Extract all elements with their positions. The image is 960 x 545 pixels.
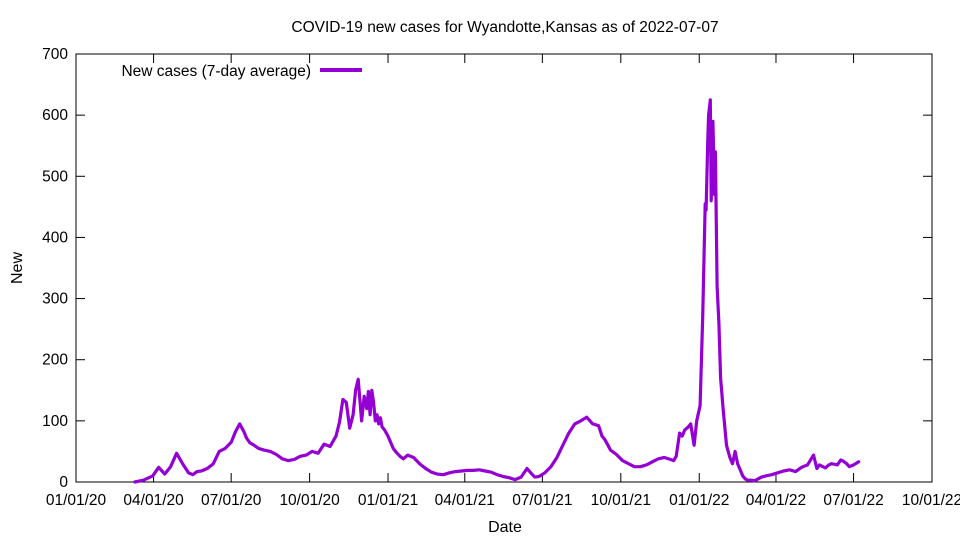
x-tick-label: 04/01/20 (123, 492, 184, 509)
y-tick-label: 200 (42, 352, 68, 369)
y-tick-label: 500 (42, 168, 68, 185)
y-axis-label: New (9, 252, 26, 284)
x-tick-label: 10/01/21 (591, 492, 651, 509)
x-tick-label: 01/01/21 (358, 492, 418, 509)
x-tick-label: 04/01/21 (435, 492, 495, 509)
x-tick-label: 07/01/22 (823, 492, 883, 509)
x-tick-label: 01/01/22 (669, 492, 729, 509)
y-tick-label: 700 (42, 46, 68, 63)
y-tick-label: 400 (42, 229, 68, 246)
series-line-new-cases (133, 98, 861, 484)
plot-frame (75, 53, 933, 483)
x-axis-label: Date (488, 519, 522, 536)
y-tick-label: 0 (59, 474, 68, 491)
x-tick-label: 07/01/20 (201, 492, 262, 509)
legend-label: New cases (7-day average) (121, 63, 311, 80)
chart-title: COVID-19 new cases for Wyandotte,Kansas … (291, 19, 718, 36)
plot-border (75, 53, 933, 483)
x-tick-label: 04/01/22 (746, 492, 806, 509)
y-tick-label: 600 (42, 107, 68, 124)
x-tick-label: 07/01/21 (512, 492, 572, 509)
series-layer (133, 98, 861, 484)
y-axis: 0 100 200 300 400 500 600 700 (42, 46, 932, 491)
x-tick-label: 01/01/20 (46, 492, 107, 509)
chart-legend: New cases (7-day average) (121, 63, 362, 80)
y-tick-label: 300 (42, 291, 68, 308)
x-axis: 01/01/20 04/01/20 07/01/20 10/01/20 01/01/21… (46, 54, 960, 509)
x-tick-label: 10/01/22 (902, 492, 960, 509)
y-tick-label: 100 (42, 413, 68, 430)
x-tick-label: 10/01/20 (279, 492, 340, 509)
